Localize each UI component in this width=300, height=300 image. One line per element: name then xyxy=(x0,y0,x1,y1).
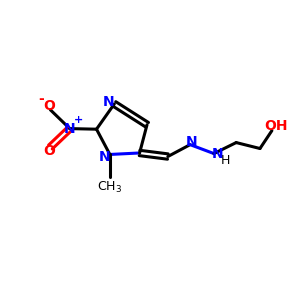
Text: OH: OH xyxy=(265,119,288,133)
Text: +: + xyxy=(74,115,83,125)
Text: O: O xyxy=(43,99,55,113)
Text: CH$_3$: CH$_3$ xyxy=(97,180,122,195)
Text: N: N xyxy=(186,135,197,149)
Text: N: N xyxy=(64,122,76,136)
Text: O: O xyxy=(43,144,55,158)
Text: H: H xyxy=(221,154,230,166)
Text: N: N xyxy=(99,150,110,164)
Text: N: N xyxy=(103,94,115,109)
Text: N: N xyxy=(212,147,223,160)
Text: -: - xyxy=(39,92,44,106)
